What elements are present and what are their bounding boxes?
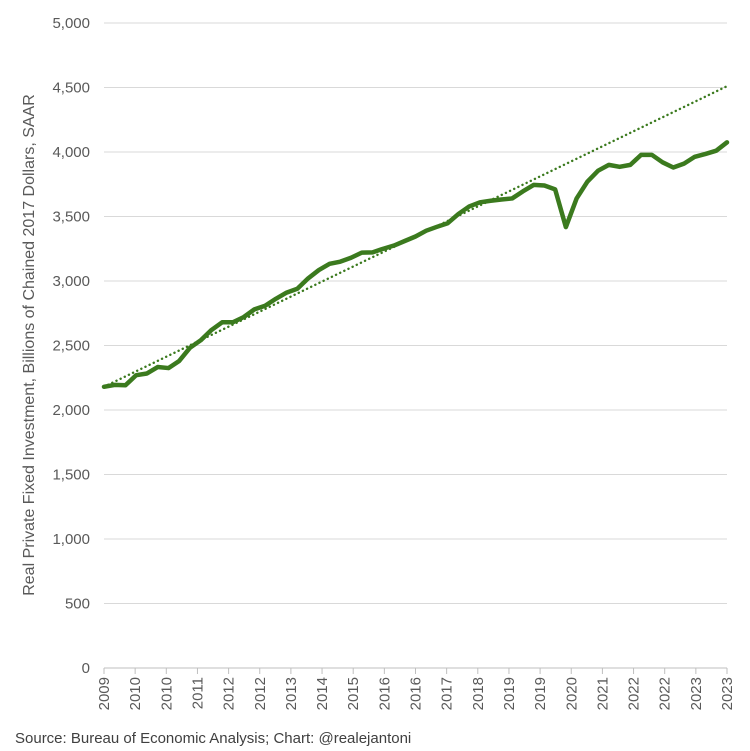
y-tick-label: 500 [65, 596, 90, 613]
y-axis-tick-labels: 0 500 1,000 1,500 2,000 2,500 3,000 3,500 4,000 4… [52, 15, 90, 677]
y-tick-label: 2,500 [52, 338, 90, 355]
y-tick-label: 2,000 [52, 402, 90, 419]
source-note: Source: Bureau of Economic Analysis; Cha… [15, 730, 411, 747]
y-tick-label: 4,500 [52, 80, 90, 97]
x-tick-label: 2023 [688, 677, 705, 710]
y-tick-label: 4,000 [52, 144, 90, 161]
y-tick-label: 5,000 [52, 15, 90, 32]
gridlines [104, 22, 727, 604]
x-tick-label: 2019 [501, 677, 518, 710]
y-tick-label: 3,500 [52, 209, 90, 226]
x-tick-label: 2022 [626, 677, 643, 710]
x-tick-label: 2010 [127, 677, 144, 710]
x-tick-label: 2014 [314, 677, 331, 710]
y-axis-title: Real Private Fixed Investment, Billions … [21, 94, 38, 596]
x-axis-tick-labels: 2009 2010 2010 2011 2012 2012 2013 2014 2015 2016… [96, 677, 736, 710]
x-tick-label: 2022 [657, 677, 674, 710]
x-tick-label: 2017 [439, 677, 456, 710]
x-tick-label: 2016 [408, 677, 425, 710]
x-tick-label: 2021 [594, 677, 611, 710]
y-tick-label: 0 [82, 660, 90, 677]
x-tick-label: 2023 [719, 677, 736, 710]
x-tick-label: 2011 [189, 677, 206, 709]
x-tick-label: 2010 [158, 677, 175, 710]
y-tick-label: 3,000 [52, 273, 90, 290]
x-tick-label: 2009 [96, 677, 113, 710]
x-tick-label: 2020 [563, 677, 580, 710]
trend-line [102, 85, 729, 388]
investment-series-line [101, 140, 730, 390]
y-tick-label: 1,000 [52, 531, 90, 548]
y-tick-label: 1,500 [52, 467, 90, 484]
x-tick-label: 2016 [376, 677, 393, 710]
x-tick-label: 2015 [345, 677, 362, 710]
x-tick-label: 2012 [252, 677, 269, 710]
x-tick-label: 2018 [470, 677, 487, 710]
series-lines [101, 85, 730, 390]
x-tick-label: 2013 [283, 677, 300, 710]
x-tick-label: 2012 [221, 677, 238, 710]
x-tick-label: 2019 [532, 677, 549, 710]
axes [103, 667, 728, 674]
